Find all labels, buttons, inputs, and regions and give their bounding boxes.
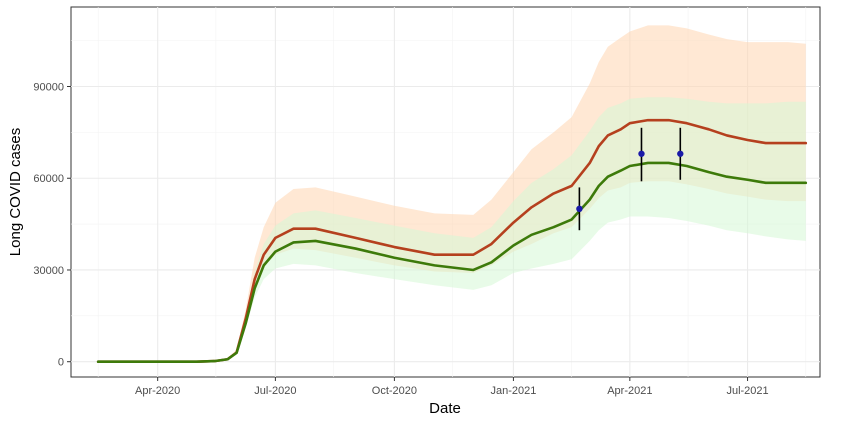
series-lines xyxy=(96,118,808,364)
series-line-2 xyxy=(96,161,808,364)
observed-points xyxy=(576,127,684,231)
x-axis-title: Date xyxy=(429,400,461,417)
x-tick-labels: Apr-2020 Jul-2020 Oct-2020 Jan-2021 Apr-2021… xyxy=(135,385,769,397)
y-tick-label: 0 xyxy=(58,357,64,369)
x-tick-label: Jul-2020 xyxy=(254,385,296,397)
confidence-band-2 xyxy=(98,97,806,362)
y-tick-labels: 0 30000 60000 90000 xyxy=(33,82,64,369)
observed-point xyxy=(638,150,645,157)
y-tick-label: 60000 xyxy=(33,173,64,185)
x-tick-label: Oct-2020 xyxy=(372,385,417,397)
confidence-bands xyxy=(98,25,806,362)
x-tick-label: Apr-2021 xyxy=(607,385,652,397)
y-axis-title: Long COVID cases xyxy=(7,128,24,256)
y-tick-label: 30000 xyxy=(33,265,64,277)
observed-point xyxy=(576,205,583,213)
x-tick-label: Jul-2021 xyxy=(726,385,768,397)
x-tick-label: Apr-2020 xyxy=(135,385,180,397)
axis-ticks xyxy=(67,86,749,381)
y-tick-label: 90000 xyxy=(33,82,64,94)
x-tick-label: Jan-2021 xyxy=(490,385,536,397)
observed-point xyxy=(677,150,684,157)
